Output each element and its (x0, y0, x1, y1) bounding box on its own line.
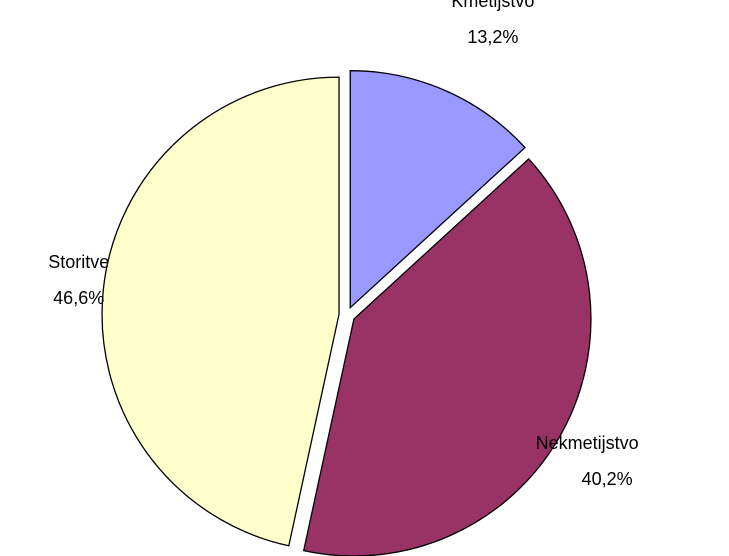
slice-label: Kmetijstvo (451, 0, 534, 11)
slice-value-label: 13,2% (467, 27, 518, 47)
pie-slice (349, 70, 526, 310)
slice-value-label: 40,2% (582, 469, 633, 489)
slice-value-label: 46,6% (53, 288, 104, 308)
pie-slice (101, 76, 340, 547)
pie-slice (302, 158, 592, 556)
slice-label: Nekmetijstvo (536, 433, 639, 453)
slice-label: Storitve (48, 252, 109, 272)
